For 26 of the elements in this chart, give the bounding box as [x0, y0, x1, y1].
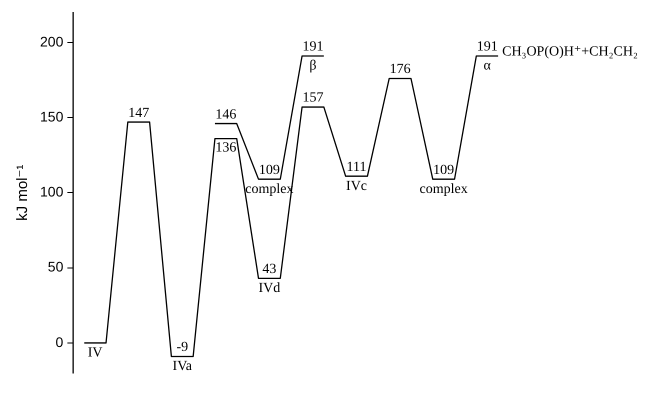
data-label: 146: [215, 107, 236, 122]
data-label: 109: [433, 162, 454, 178]
data-label: 147: [128, 106, 150, 121]
y-tick-label: 150: [40, 108, 64, 124]
annotation: IVc: [346, 178, 368, 194]
y-tick-label: 100: [40, 184, 64, 200]
data-label: 109: [258, 162, 280, 178]
annotation: β: [309, 58, 317, 74]
annotation: IVa: [172, 359, 193, 374]
data-label: 111: [346, 160, 367, 175]
annotation: α: [484, 58, 492, 74]
data-label: -9: [176, 340, 188, 356]
annotation: IV: [88, 346, 103, 361]
y-tick-label: 0: [56, 334, 64, 350]
data-label: 43: [262, 262, 276, 278]
annotation: IVd: [258, 281, 280, 296]
data-label: 136: [215, 140, 236, 156]
data-label: 191: [476, 40, 498, 55]
data-label: 157: [302, 90, 324, 106]
data-label: 176: [390, 62, 411, 78]
annotation: CH₃OP(O)H⁺+CH₂CH₂: [502, 44, 638, 60]
data-label: 191: [302, 40, 324, 55]
y-tick-label: 200: [40, 33, 64, 50]
y-axis-title: kJ mol⁻¹: [14, 164, 32, 221]
y-tick-label: 50: [48, 258, 64, 275]
annotation: complex: [420, 182, 468, 197]
